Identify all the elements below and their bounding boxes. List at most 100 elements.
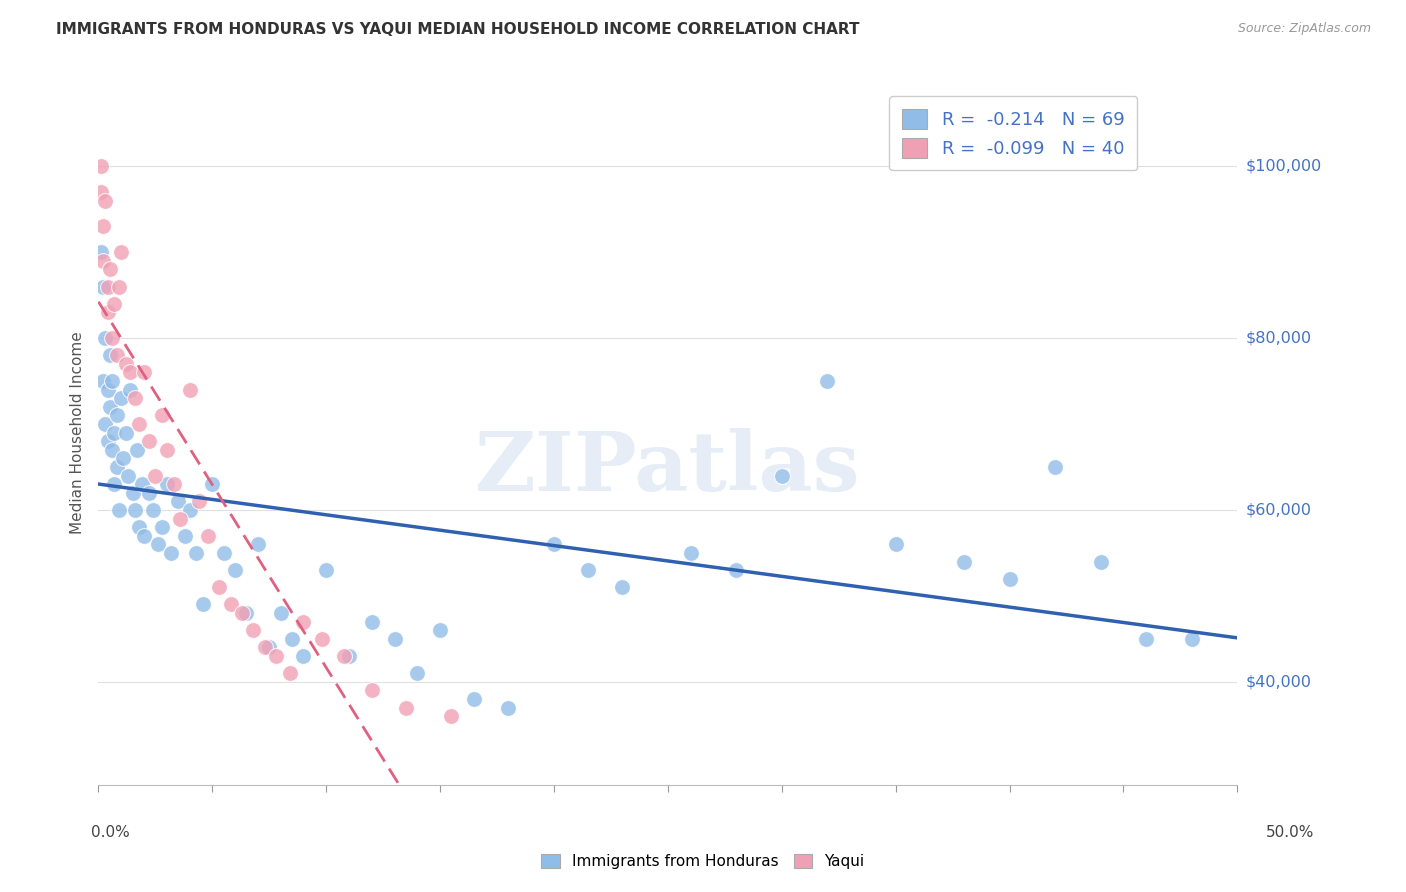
Point xyxy=(311,632,333,646)
Point xyxy=(1181,632,1204,646)
Point xyxy=(90,245,112,260)
Point xyxy=(110,245,132,260)
Point xyxy=(429,624,451,638)
Point xyxy=(142,503,165,517)
Point xyxy=(103,477,125,491)
Point xyxy=(128,520,150,534)
Point xyxy=(543,537,565,551)
Point xyxy=(101,374,124,388)
Point xyxy=(187,494,209,508)
Point xyxy=(132,529,155,543)
Point xyxy=(98,348,121,362)
Text: $60,000: $60,000 xyxy=(1246,502,1312,517)
Text: 0.0%: 0.0% xyxy=(91,825,131,840)
Point xyxy=(105,348,128,362)
Point xyxy=(440,709,463,723)
Point xyxy=(235,606,257,620)
Text: $80,000: $80,000 xyxy=(1246,331,1312,345)
Point xyxy=(315,563,337,577)
Point xyxy=(114,425,136,440)
Point xyxy=(150,409,173,423)
Point xyxy=(101,442,124,457)
Point xyxy=(110,391,132,405)
Point xyxy=(127,442,149,457)
Point xyxy=(612,580,634,594)
Text: IMMIGRANTS FROM HONDURAS VS YAQUI MEDIAN HOUSEHOLD INCOME CORRELATION CHART: IMMIGRANTS FROM HONDURAS VS YAQUI MEDIAN… xyxy=(56,22,859,37)
Point xyxy=(179,503,201,517)
Point xyxy=(101,331,124,345)
Point xyxy=(156,477,179,491)
Text: Source: ZipAtlas.com: Source: ZipAtlas.com xyxy=(1237,22,1371,36)
Point xyxy=(224,563,246,577)
Point xyxy=(138,485,160,500)
Point xyxy=(246,537,269,551)
Point xyxy=(395,700,418,714)
Point xyxy=(120,366,142,380)
Point xyxy=(1135,632,1157,646)
Point xyxy=(162,477,184,491)
Legend: R =  -0.214   N = 69, R =  -0.099   N = 40: R = -0.214 N = 69, R = -0.099 N = 40 xyxy=(890,96,1137,170)
Point xyxy=(108,279,131,293)
Point xyxy=(333,648,356,663)
Point xyxy=(112,451,135,466)
Point xyxy=(208,580,231,594)
Point xyxy=(815,374,838,388)
Point xyxy=(725,563,748,577)
Point xyxy=(98,262,121,277)
Point xyxy=(186,546,208,560)
Point xyxy=(121,485,143,500)
Point xyxy=(105,409,128,423)
Point xyxy=(150,520,173,534)
Text: $100,000: $100,000 xyxy=(1246,159,1322,174)
Point xyxy=(463,692,485,706)
Point xyxy=(264,648,287,663)
Point xyxy=(98,400,121,414)
Point xyxy=(103,425,125,440)
Point xyxy=(146,537,169,551)
Text: $40,000: $40,000 xyxy=(1246,674,1312,690)
Point xyxy=(128,417,150,431)
Point xyxy=(197,529,219,543)
Y-axis label: Median Household Income: Median Household Income xyxy=(69,331,84,534)
Point xyxy=(1090,555,1112,569)
Point xyxy=(96,279,118,293)
Point xyxy=(884,537,907,551)
Point xyxy=(498,700,520,714)
Point xyxy=(201,477,224,491)
Point xyxy=(259,640,281,655)
Point xyxy=(108,503,131,517)
Point xyxy=(91,253,114,268)
Point xyxy=(384,632,406,646)
Point xyxy=(96,305,118,319)
Point xyxy=(169,511,191,525)
Point xyxy=(120,383,142,397)
Point xyxy=(94,417,117,431)
Point xyxy=(242,624,264,638)
Point xyxy=(160,546,183,560)
Point xyxy=(167,494,190,508)
Point xyxy=(124,503,146,517)
Point xyxy=(90,185,112,199)
Legend: Immigrants from Honduras, Yaqui: Immigrants from Honduras, Yaqui xyxy=(536,848,870,875)
Point xyxy=(132,366,155,380)
Point xyxy=(96,434,118,449)
Point xyxy=(174,529,197,543)
Point xyxy=(360,615,382,629)
Point xyxy=(91,374,114,388)
Point xyxy=(1043,460,1066,475)
Point xyxy=(219,598,242,612)
Point xyxy=(281,632,304,646)
Point xyxy=(105,460,128,475)
Point xyxy=(138,434,160,449)
Text: 50.0%: 50.0% xyxy=(1267,825,1315,840)
Point xyxy=(90,159,112,173)
Point xyxy=(212,546,235,560)
Point xyxy=(270,606,292,620)
Point xyxy=(179,383,201,397)
Point xyxy=(679,546,702,560)
Point xyxy=(145,468,167,483)
Point xyxy=(91,219,114,234)
Point xyxy=(103,296,125,310)
Point xyxy=(124,391,146,405)
Point xyxy=(406,666,429,681)
